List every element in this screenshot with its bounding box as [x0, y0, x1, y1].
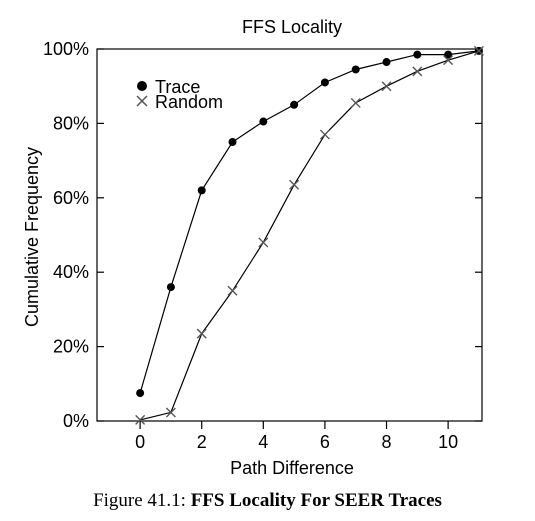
- caption-label: Figure 41.1:: [93, 490, 186, 511]
- legend: Trace Random: [136, 77, 223, 112]
- random-point: [350, 97, 361, 108]
- trace-point: [320, 78, 329, 87]
- figure-caption: Figure 41.1: FFS Locality For SEER Trace…: [0, 490, 535, 512]
- series-line-random: [139, 50, 480, 421]
- trace-point: [290, 100, 299, 109]
- x-axis-label: Path Difference: [230, 458, 354, 478]
- trace-point: [228, 138, 237, 146]
- y-tick-label: 40%: [53, 262, 89, 282]
- random-point: [319, 129, 330, 140]
- trace-point: [351, 65, 360, 74]
- y-tick-label: 100%: [43, 39, 89, 59]
- plot-area: 0% 20% 40% 60% 80% 100% 0 2 4 6 8 10: [43, 39, 484, 452]
- legend-trace-label: Trace: [155, 77, 200, 97]
- random-point: [381, 81, 392, 92]
- trace-point: [166, 283, 175, 292]
- x-tick-label: 8: [382, 432, 392, 452]
- random-point: [227, 285, 238, 296]
- y-tick-label: 80%: [53, 113, 89, 133]
- random-point: [443, 55, 454, 66]
- random-point: [165, 407, 176, 418]
- random-point: [196, 328, 207, 339]
- caption-title: FFS Locality For SEER Traces: [190, 490, 442, 511]
- series-line-trace: [139, 50, 479, 394]
- x-tick-label: 6: [320, 432, 330, 452]
- chart-title: FFS Locality: [242, 17, 342, 37]
- y-axis-label: Cumulative Frequency: [22, 147, 42, 327]
- trace-point: [444, 50, 453, 59]
- legend-random-marker: [136, 95, 148, 107]
- x-tick-label: 10: [438, 432, 458, 452]
- plot-frame: [96, 48, 483, 422]
- trace-point: [136, 389, 145, 398]
- trace-point: [197, 186, 206, 195]
- random-point: [135, 414, 146, 425]
- y-tick-label: 0%: [63, 411, 89, 431]
- random-point: [289, 179, 300, 190]
- random-point: [258, 237, 269, 248]
- random-point: [473, 45, 484, 56]
- trace-point: [259, 117, 268, 126]
- x-tick-label: 0: [135, 432, 145, 452]
- random-point: [412, 66, 423, 77]
- trace-point: [382, 58, 391, 67]
- y-tick-label: 20%: [53, 337, 89, 357]
- trace-point: [413, 50, 422, 59]
- legend-random-label: Random: [155, 92, 223, 112]
- y-tick-label: 60%: [53, 188, 89, 208]
- x-tick-label: 4: [258, 432, 268, 452]
- x-tick-label: 2: [197, 432, 207, 452]
- legend-trace-marker: [137, 81, 147, 91]
